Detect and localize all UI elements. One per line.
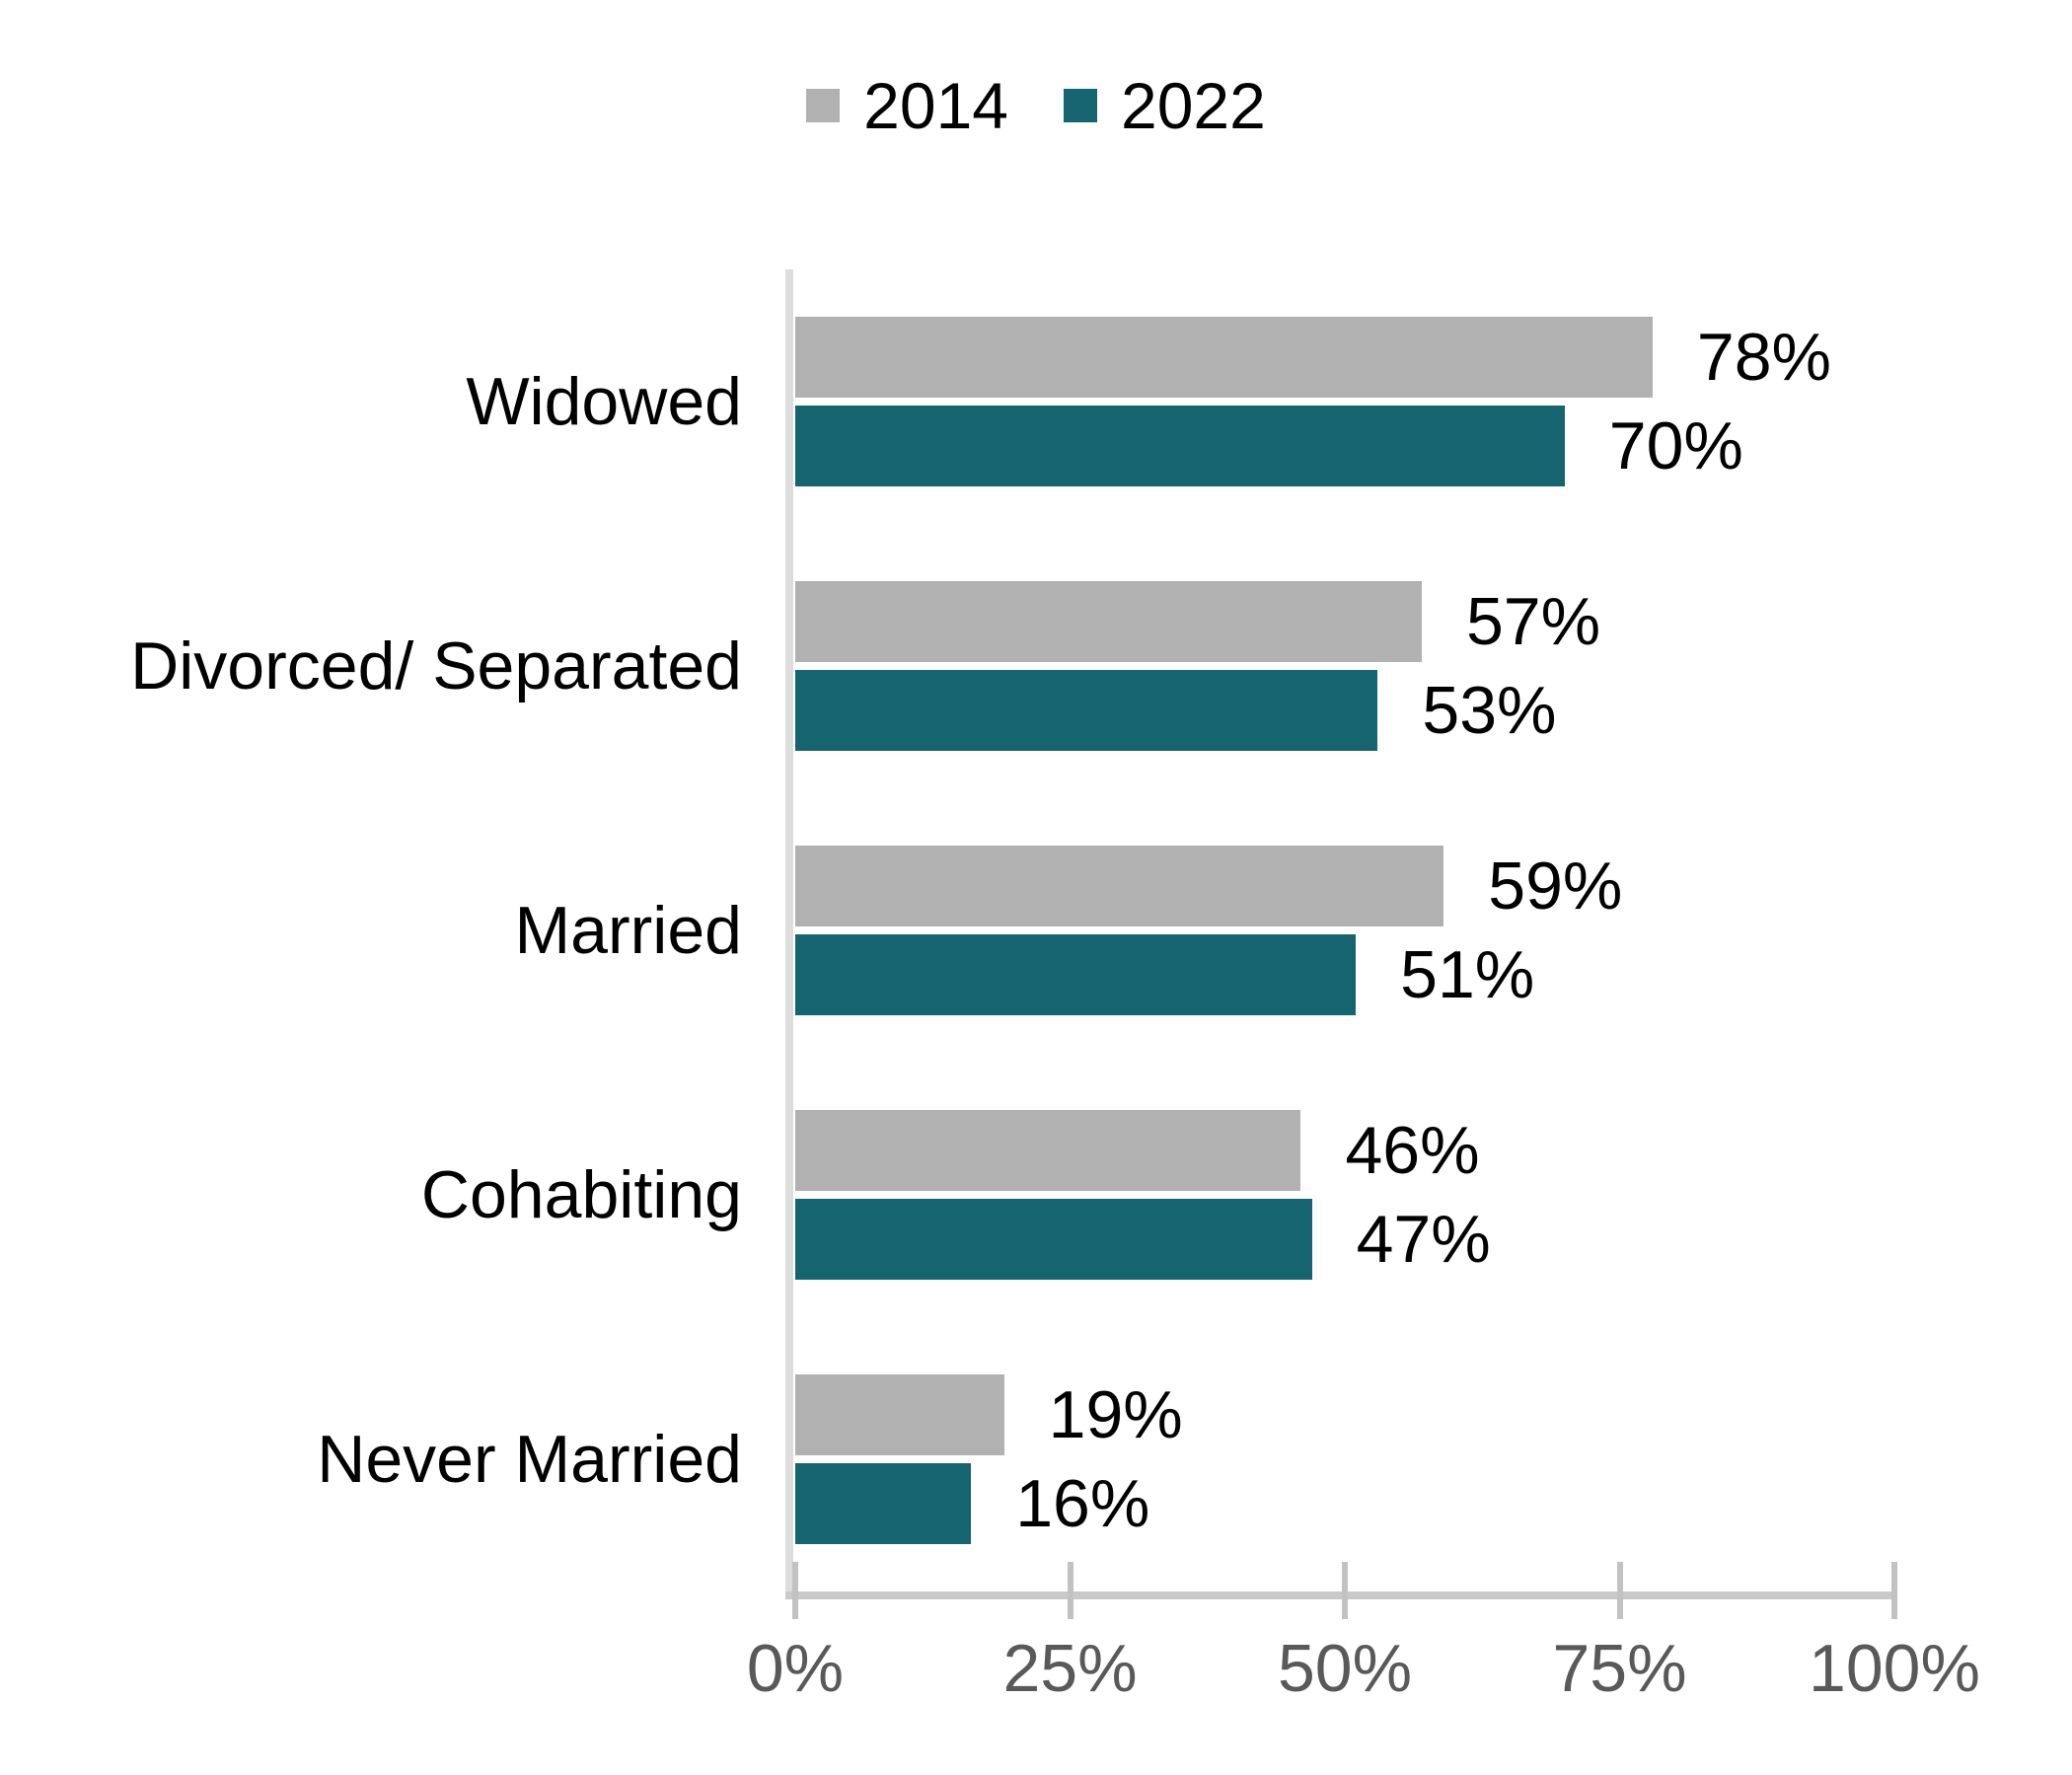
data-label-2014-Widowed: 78% — [1696, 320, 1832, 395]
data-label-2014-Never Married: 19% — [1048, 1377, 1183, 1452]
x-axis-tick-50% — [1342, 1562, 1348, 1619]
x-axis-tick-label: 50% — [1277, 1631, 1413, 1706]
category-label: Widowed — [466, 364, 742, 439]
x-axis-tick-label: 100% — [1809, 1631, 1980, 1706]
legend-label-2022: 2022 — [1121, 69, 1266, 142]
legend: 2014 2022 — [0, 71, 2072, 140]
x-axis-tick-label: 75% — [1552, 1631, 1687, 1706]
bar-2022-Widowed — [795, 406, 1565, 486]
data-label-2022-Cohabiting: 47% — [1356, 1202, 1491, 1277]
bar-2014-Widowed — [795, 317, 1653, 398]
legend-swatch-2014 — [806, 89, 841, 122]
legend-swatch-2022 — [1064, 89, 1097, 122]
bar-2022-Divorced/ Separated — [795, 670, 1378, 751]
x-axis-tick-100% — [1891, 1562, 1897, 1619]
bar-2014-Divorced/ Separated — [795, 581, 1422, 662]
x-axis-tick-25% — [1067, 1562, 1073, 1619]
data-label-2022-Married: 51% — [1400, 937, 1535, 1012]
x-axis-tick-0% — [792, 1562, 798, 1619]
data-label-2014-Divorced/ Separated: 57% — [1465, 584, 1601, 659]
bar-2022-Married — [795, 934, 1357, 1015]
x-axis-tick-75% — [1616, 1562, 1623, 1619]
x-axis-line — [785, 1591, 1894, 1599]
category-label: Divorced/ Separated — [130, 629, 742, 703]
bar-2014-Married — [795, 846, 1444, 926]
bar-2022-Never Married — [795, 1463, 972, 1544]
y-axis-line — [785, 269, 793, 1599]
data-label-2014-Married: 59% — [1488, 849, 1623, 924]
legend-item-2014: 2014 — [806, 71, 1008, 140]
data-label-2014-Cohabiting: 46% — [1345, 1113, 1480, 1188]
category-label: Cohabiting — [420, 1157, 742, 1232]
legend-item-2022: 2022 — [1064, 71, 1266, 140]
category-label: Married — [514, 893, 743, 968]
bar-2014-Cohabiting — [795, 1110, 1301, 1191]
data-label-2022-Widowed: 70% — [1608, 408, 1743, 483]
x-axis-tick-label: 25% — [1002, 1631, 1138, 1706]
data-label-2022-Never Married: 16% — [1015, 1466, 1150, 1541]
x-axis-tick-label: 0% — [746, 1631, 845, 1706]
bar-2014-Never Married — [795, 1374, 1004, 1455]
category-label: Never Married — [317, 1422, 742, 1497]
data-label-2022-Divorced/ Separated: 53% — [1422, 673, 1557, 748]
bar-2022-Cohabiting — [795, 1199, 1312, 1280]
legend-label-2014: 2014 — [863, 69, 1008, 142]
